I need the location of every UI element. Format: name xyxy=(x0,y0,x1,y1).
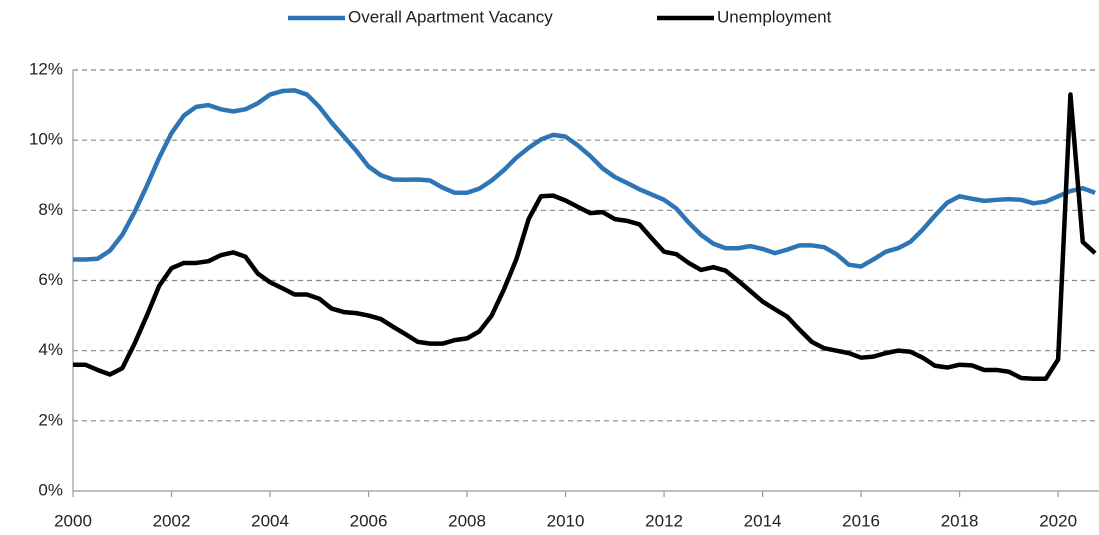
series-line xyxy=(73,88,1096,269)
legend-label: Overall Apartment Vacancy xyxy=(348,7,553,26)
y-tick-label: 6% xyxy=(38,270,63,289)
x-tick-label: 2002 xyxy=(153,511,191,530)
series-line xyxy=(73,92,1097,381)
x-tick-label: 2000 xyxy=(54,511,92,530)
x-tick-label: 2008 xyxy=(448,511,486,530)
x-tick-label: 2012 xyxy=(645,511,683,530)
y-tick-label: 8% xyxy=(38,200,63,219)
x-tick-label: 2004 xyxy=(251,511,289,530)
y-tick-label: 10% xyxy=(29,130,63,149)
x-tick-label: 2020 xyxy=(1039,511,1077,530)
x-tick-label: 2016 xyxy=(842,511,880,530)
x-tick-label: 2006 xyxy=(350,511,388,530)
y-tick-label: 0% xyxy=(38,480,63,499)
x-tick-label: 2018 xyxy=(941,511,979,530)
y-tick-label: 12% xyxy=(29,59,63,78)
y-tick-label: 4% xyxy=(38,340,63,359)
x-tick-label: 2010 xyxy=(547,511,585,530)
x-tick-label: 2014 xyxy=(744,511,782,530)
y-tick-label: 2% xyxy=(38,410,63,429)
legend-label: Unemployment xyxy=(717,7,832,26)
